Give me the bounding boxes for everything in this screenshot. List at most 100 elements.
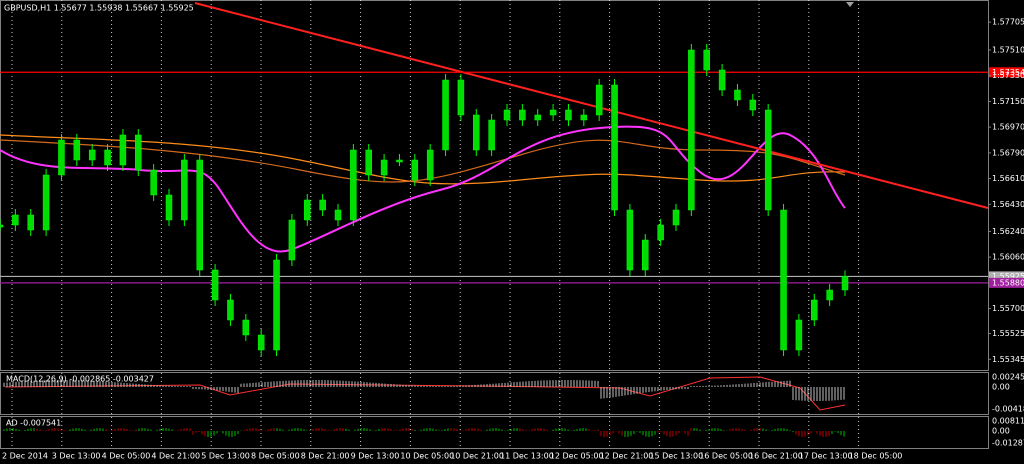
candle: [0, 224, 4, 228]
candle: [734, 89, 741, 101]
candle: [58, 139, 65, 176]
candle: [119, 134, 127, 166]
candle: [473, 114, 480, 151]
time-label: 15 Dec 13:00: [649, 452, 703, 461]
candle: [626, 209, 634, 271]
candle: [457, 79, 465, 116]
candle: [42, 174, 50, 231]
price-tick-label: 1.56790: [992, 148, 1024, 157]
ad-label: AD -0.007541: [6, 419, 61, 428]
slow-ma: [0, 134, 846, 185]
ad-tick: 0.008113: [992, 417, 1024, 426]
price-tick-label: 1.57705: [992, 18, 1024, 27]
candle: [795, 319, 803, 351]
price-tick-label: 1.55700: [992, 304, 1024, 313]
price-tick-label: 1.56060: [992, 253, 1024, 262]
mid-ma: [0, 139, 846, 183]
candle: [688, 49, 695, 211]
candle: [380, 159, 388, 176]
fast-ma: [0, 125, 846, 253]
candle: [304, 199, 311, 221]
candle: [565, 109, 572, 121]
main-panel: [0, 0, 989, 371]
candle: [611, 84, 618, 211]
price-tick-label: 1.55345: [992, 355, 1024, 364]
trend-line: [194, 2, 989, 209]
ad-tick: 0.00: [992, 427, 1010, 436]
candle: [826, 289, 833, 301]
price-tick-label: 1.56610: [992, 174, 1024, 183]
candle: [334, 209, 342, 221]
candle: [211, 269, 219, 301]
time-label: 10 Dec 05:00: [400, 452, 454, 461]
ad-tick: -0.012870: [992, 439, 1024, 448]
price-tick-label: 1.56430: [992, 200, 1024, 209]
macd-tick: 0.002459: [992, 373, 1024, 382]
candle: [672, 209, 680, 226]
time-label: 8 Dec 05:00: [251, 452, 300, 461]
ad-panel: [0, 416, 989, 449]
candle: [350, 149, 357, 221]
candle: [396, 159, 403, 163]
candle: [411, 159, 419, 181]
candle: [580, 114, 588, 121]
candle: [703, 49, 710, 71]
time-label: 10 Dec 21:00: [450, 452, 504, 461]
candle: [488, 119, 495, 151]
grid: [11, 0, 860, 448]
candle: [442, 79, 449, 151]
candles: [0, 44, 849, 356]
time-label: 17 Dec 13:00: [799, 452, 853, 461]
candle: [764, 109, 772, 211]
candle: [749, 99, 757, 111]
candle: [181, 159, 188, 221]
shift-marker: [846, 2, 854, 7]
candle: [12, 214, 19, 226]
time-label: 18 Dec 05:00: [849, 452, 903, 461]
candle: [273, 259, 280, 351]
macd-tick: -0.004184: [992, 405, 1024, 414]
symbol-header: GBPUSD,H1 1.55677 1.55938 1.55667 1.5592…: [4, 4, 194, 13]
candle: [319, 199, 326, 211]
price-tick-label: 1.56240: [992, 227, 1024, 236]
time-label: 12 Dec 05:00: [550, 452, 604, 461]
time-label: 8 Dec 21:00: [301, 452, 350, 461]
candle: [257, 334, 265, 351]
candle: [811, 299, 818, 321]
time-label: 16 Dec 05:00: [699, 452, 753, 461]
price-tick-label: 1.57510: [992, 46, 1024, 55]
candle: [657, 224, 664, 241]
macd-signal: [4, 376, 846, 411]
macd-tick: 0.00: [992, 383, 1010, 392]
price-tick-label: 1.56970: [992, 123, 1024, 132]
candle: [642, 239, 649, 271]
candle: [549, 109, 557, 116]
candle: [227, 299, 234, 321]
candle: [288, 219, 296, 261]
candle: [104, 149, 111, 166]
candle: [150, 169, 157, 196]
candle: [365, 149, 372, 176]
candle: [534, 114, 541, 121]
candle: [426, 149, 434, 181]
candle: [73, 139, 81, 161]
candle: [135, 134, 142, 171]
time-label: 4 Dec 21:00: [151, 452, 200, 461]
level-box: [989, 271, 1024, 282]
price-tick-label: 1.57330: [992, 71, 1024, 80]
histograms: [3, 380, 845, 437]
candle: [519, 109, 526, 121]
price-tick-label: 1.57150: [992, 97, 1024, 106]
candle: [595, 84, 603, 116]
candle: [718, 69, 726, 91]
time-label: 16 Dec 21:00: [749, 452, 803, 461]
level-label: 1.55880: [992, 278, 1024, 287]
time-label: 4 Dec 05:00: [102, 452, 151, 461]
time-label: 11 Dec 13:00: [500, 452, 554, 461]
candle: [27, 214, 34, 231]
level-label: 1.57354: [992, 68, 1024, 77]
